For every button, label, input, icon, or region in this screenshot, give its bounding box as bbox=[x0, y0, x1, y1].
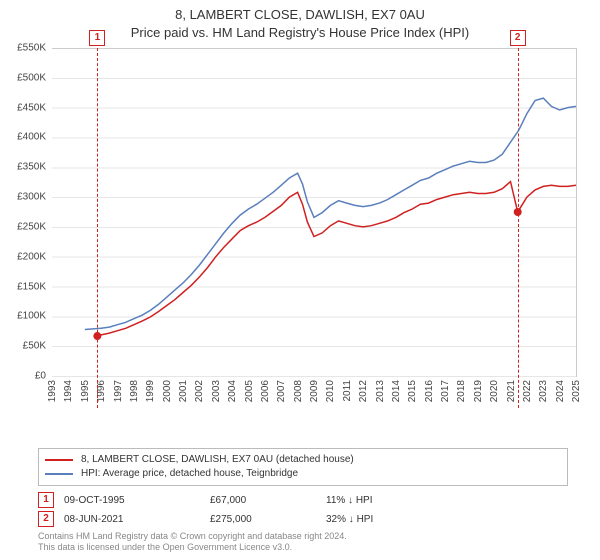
x-tick-label: 2013 bbox=[375, 380, 386, 402]
x-tick-label: 2023 bbox=[538, 380, 549, 402]
legend-row-hpi: HPI: Average price, detached house, Teig… bbox=[45, 467, 561, 481]
x-tick-label: 2025 bbox=[571, 380, 582, 402]
sale-marker-box: 2 bbox=[510, 30, 526, 46]
swatch-hpi bbox=[45, 473, 73, 475]
footer-note: Contains HM Land Registry data © Crown c… bbox=[38, 531, 347, 554]
x-tick-label: 1993 bbox=[47, 380, 58, 402]
y-tick-label: £300K bbox=[17, 192, 46, 203]
x-tick-label: 1999 bbox=[145, 380, 156, 402]
x-tick-label: 1997 bbox=[113, 380, 124, 402]
sale-date-2: 08-JUN-2021 bbox=[64, 514, 204, 525]
x-tick-label: 2007 bbox=[276, 380, 287, 402]
sale-row-2: 2 08-JUN-2021 £275,000 32% ↓ HPI bbox=[38, 511, 568, 527]
x-tick-label: 2014 bbox=[391, 380, 402, 402]
chart-svg bbox=[52, 48, 576, 376]
y-tick-label: £450K bbox=[17, 102, 46, 113]
series-legend: 8, LAMBERT CLOSE, DAWLISH, EX7 0AU (deta… bbox=[38, 448, 568, 486]
x-tick-label: 2022 bbox=[522, 380, 533, 402]
y-tick-label: £400K bbox=[17, 132, 46, 143]
sale-price-1: £67,000 bbox=[210, 495, 320, 506]
x-tick-label: 2012 bbox=[358, 380, 369, 402]
x-tick-label: 2021 bbox=[506, 380, 517, 402]
y-tick-label: £150K bbox=[17, 281, 46, 292]
sale-badge-2: 2 bbox=[38, 511, 54, 527]
x-tick-label: 2019 bbox=[473, 380, 484, 402]
x-tick-label: 1998 bbox=[129, 380, 140, 402]
x-tick-label: 2016 bbox=[424, 380, 435, 402]
x-tick-label: 2006 bbox=[260, 380, 271, 402]
y-tick-label: £0 bbox=[35, 371, 46, 382]
y-tick-label: £200K bbox=[17, 251, 46, 262]
sale-point bbox=[93, 332, 101, 340]
y-tick-label: £50K bbox=[23, 341, 46, 352]
x-tick-label: 2004 bbox=[227, 380, 238, 402]
y-tick-label: £100K bbox=[17, 311, 46, 322]
x-tick-label: 2001 bbox=[178, 380, 189, 402]
x-tick-label: 2010 bbox=[325, 380, 336, 402]
x-tick-label: 2020 bbox=[489, 380, 500, 402]
chart-area: £0£50K£100K£150K£200K£250K£300K£350K£400… bbox=[52, 48, 576, 408]
series-hpi bbox=[85, 98, 576, 329]
x-tick-label: 2009 bbox=[309, 380, 320, 402]
sale-price-2: £275,000 bbox=[210, 514, 320, 525]
x-tick-label: 2002 bbox=[194, 380, 205, 402]
swatch-subject bbox=[45, 459, 73, 461]
x-tick-label: 2008 bbox=[293, 380, 304, 402]
x-tick-label: 2011 bbox=[342, 380, 353, 402]
y-tick-label: £550K bbox=[17, 43, 46, 54]
sale-badge-1: 1 bbox=[38, 492, 54, 508]
x-tick-label: 2018 bbox=[456, 380, 467, 402]
footer-line-2: This data is licensed under the Open Gov… bbox=[38, 542, 347, 554]
footer-line-1: Contains HM Land Registry data © Crown c… bbox=[38, 531, 347, 543]
sale-row-1: 1 09-OCT-1995 £67,000 11% ↓ HPI bbox=[38, 492, 568, 508]
legend-label-subject: 8, LAMBERT CLOSE, DAWLISH, EX7 0AU (deta… bbox=[81, 453, 354, 467]
x-tick-label: 2003 bbox=[211, 380, 222, 402]
y-tick-label: £500K bbox=[17, 72, 46, 83]
y-tick-label: £250K bbox=[17, 221, 46, 232]
x-tick-label: 2017 bbox=[440, 380, 451, 402]
x-tick-label: 1994 bbox=[63, 380, 74, 402]
legend: 8, LAMBERT CLOSE, DAWLISH, EX7 0AU (deta… bbox=[38, 448, 568, 530]
sale-delta-1: 11% ↓ HPI bbox=[326, 495, 426, 506]
sale-date-1: 09-OCT-1995 bbox=[64, 495, 204, 506]
legend-row-subject: 8, LAMBERT CLOSE, DAWLISH, EX7 0AU (deta… bbox=[45, 453, 561, 467]
x-tick-label: 2000 bbox=[162, 380, 173, 402]
x-tick-label: 2015 bbox=[407, 380, 418, 402]
x-tick-label: 1995 bbox=[80, 380, 91, 402]
sale-marker-box: 1 bbox=[89, 30, 105, 46]
x-tick-label: 2024 bbox=[555, 380, 566, 402]
sale-delta-2: 32% ↓ HPI bbox=[326, 514, 426, 525]
title-line-1: 8, LAMBERT CLOSE, DAWLISH, EX7 0AU bbox=[0, 6, 600, 24]
y-tick-label: £350K bbox=[17, 162, 46, 173]
sale-point bbox=[514, 208, 522, 216]
series-subject bbox=[97, 182, 576, 336]
legend-label-hpi: HPI: Average price, detached house, Teig… bbox=[81, 467, 298, 481]
x-tick-label: 2005 bbox=[244, 380, 255, 402]
